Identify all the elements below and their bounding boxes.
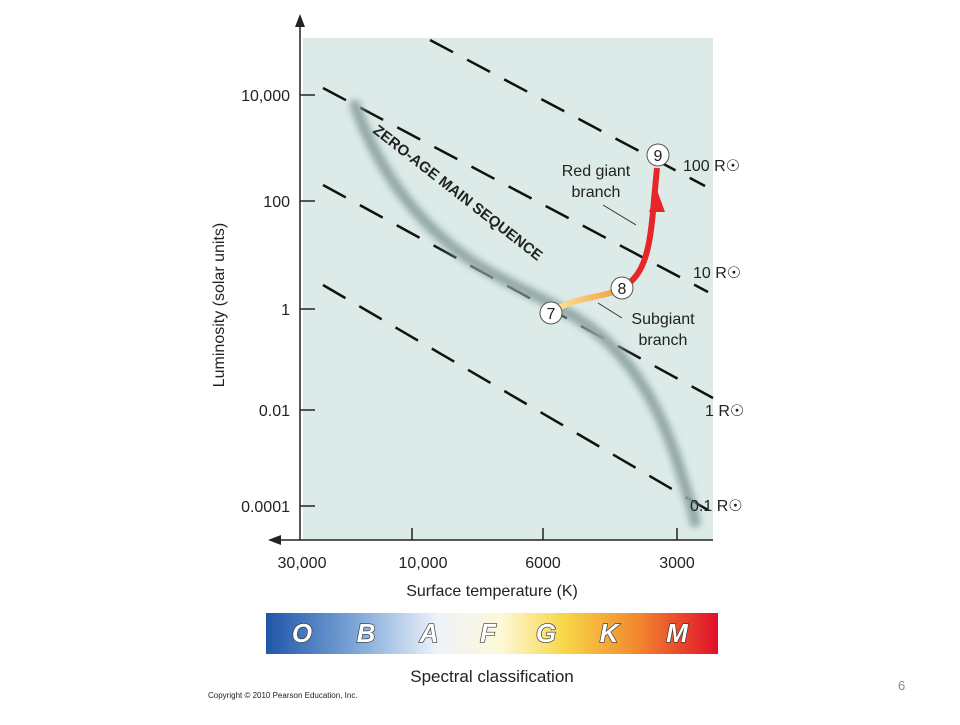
y-axis-label: Luminosity (solar units)	[211, 223, 228, 388]
x-tick-label: 3000	[659, 555, 695, 572]
x-tick-label: 10,000	[399, 555, 448, 572]
stage: 7	[547, 306, 556, 323]
spectral-class: O	[292, 618, 312, 648]
spectral-class: F	[480, 618, 497, 648]
leader-line	[602, 204, 637, 226]
arrowhead	[295, 14, 305, 27]
axes	[276, 22, 713, 541]
y-tick-label: 100	[263, 194, 290, 211]
spectral-class: G	[536, 618, 556, 648]
branch-label: branch	[572, 184, 621, 201]
copyright: Copyright © 2010 Pearson Education, Inc.	[208, 691, 358, 700]
branch-label: Subgiant	[631, 311, 695, 328]
x-tick-label: 6000	[525, 555, 561, 572]
radius-label: 0.1 R☉	[690, 498, 743, 515]
radius-label: 100 R☉	[683, 158, 740, 175]
main-sequence	[349, 99, 701, 528]
stage: 9	[654, 148, 663, 165]
plot-area	[303, 38, 713, 540]
spectral-class: M	[666, 618, 689, 648]
leader-line	[597, 302, 623, 319]
arrowhead	[268, 535, 281, 545]
radius-label: 10 R☉	[693, 265, 741, 282]
spectral-class: K	[600, 618, 621, 648]
spectral-class: A	[419, 618, 439, 648]
stage-markers: 7 8 9	[539, 143, 670, 325]
y-tick-label: 1	[281, 302, 290, 319]
y-tick-label: 0.0001	[241, 499, 290, 516]
spectral-class: B	[357, 618, 376, 648]
x-axis-label: Surface temperature (K)	[406, 583, 578, 600]
arrowhead	[649, 190, 665, 212]
y-tick-label: 10,000	[241, 88, 290, 105]
spectral-label: Spectral classification	[410, 667, 573, 686]
branch-label: Red giant	[562, 163, 631, 180]
page-number: 6	[898, 678, 905, 693]
x-tick-label: 30,000	[278, 555, 327, 572]
radius-label: 1 R☉	[705, 403, 744, 420]
stage: 8	[618, 281, 627, 298]
branch-label: branch	[639, 332, 688, 349]
y-tick-label: 0.01	[259, 403, 290, 420]
spectral-bar	[266, 613, 718, 654]
